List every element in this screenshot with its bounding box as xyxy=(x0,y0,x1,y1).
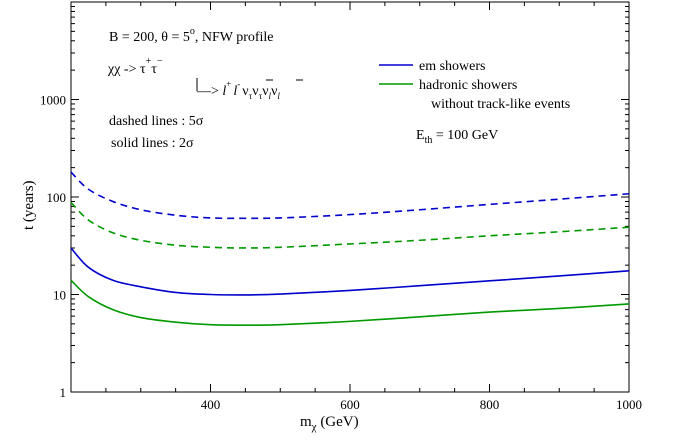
series-line-em-5sigma xyxy=(70,171,630,220)
series-line-hadronic-5sigma xyxy=(70,201,630,249)
y-tick-label: 1 xyxy=(60,385,67,400)
y-tick-label: 10 xyxy=(53,288,66,303)
plot-frame xyxy=(70,1,630,393)
decay-annotation-1: χχ -> τ+τ− xyxy=(107,56,163,77)
x-tick-label: 400 xyxy=(201,397,221,412)
y-tick-label: 100 xyxy=(47,190,67,205)
dashed-lines-note: dashed lines : 5σ xyxy=(109,114,204,129)
x-tick-label: 600 xyxy=(340,397,360,412)
decay-annotation-2: —> l+ l-ντντνlνl xyxy=(196,79,280,101)
series-line-hadronic-2sigma xyxy=(70,279,630,326)
series-lines xyxy=(70,171,630,326)
x-tick-label: 800 xyxy=(480,397,500,412)
x-tick-label: 1000 xyxy=(616,397,642,412)
legend-label-hadronic: hadronic showers xyxy=(419,78,517,93)
tick-labels: 400 600 800 1000 1 10 100 1000 xyxy=(40,93,642,413)
x-axis-label: mχ (GeV) xyxy=(300,414,359,433)
params-annotation: B = 200, θ = 5o, NFW profile xyxy=(109,26,274,45)
y-tick-label: 1000 xyxy=(40,93,66,108)
y-axis-label: t (years) xyxy=(21,180,37,230)
legend-label-em: em showers xyxy=(419,59,486,74)
solid-lines-note: solid lines : 2σ xyxy=(111,136,194,151)
series-line-em-2sigma xyxy=(70,247,630,296)
legend-label-hadronic-line2: without track-like events xyxy=(431,97,570,112)
tick-marks xyxy=(70,2,630,393)
threshold-energy-annotation: Eth = 100 GeV xyxy=(416,128,498,146)
